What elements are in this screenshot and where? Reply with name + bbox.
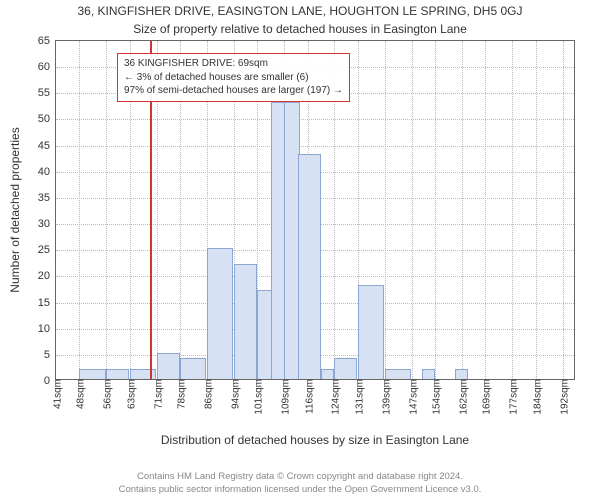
y-tick: 55 bbox=[38, 87, 56, 99]
gridline-h bbox=[56, 119, 574, 120]
gridline-v bbox=[485, 41, 486, 379]
x-tick: 116sqm bbox=[300, 379, 315, 414]
histogram-bar bbox=[321, 369, 334, 379]
y-tick: 45 bbox=[38, 140, 56, 152]
histogram-bar bbox=[358, 285, 384, 379]
histogram-bar bbox=[157, 353, 180, 379]
histogram-bar bbox=[207, 248, 233, 379]
legend-line-2: ← 3% of detached houses are smaller (6) bbox=[124, 71, 343, 85]
y-tick: 35 bbox=[38, 192, 56, 204]
attribution-line-1: Contains HM Land Registry data © Crown c… bbox=[0, 471, 600, 483]
x-tick: 124sqm bbox=[327, 379, 342, 415]
x-tick: 109sqm bbox=[277, 379, 292, 415]
y-tick: 40 bbox=[38, 166, 56, 178]
histogram-bar bbox=[455, 369, 468, 379]
gridline-v bbox=[412, 41, 413, 379]
x-tick: 78sqm bbox=[173, 379, 188, 409]
y-tick: 20 bbox=[38, 270, 56, 282]
gridline-v bbox=[462, 41, 463, 379]
x-tick: 94sqm bbox=[226, 379, 241, 409]
x-tick: 139sqm bbox=[377, 379, 392, 415]
gridline-v bbox=[536, 41, 537, 379]
histogram-bar bbox=[106, 369, 129, 379]
x-tick: 154sqm bbox=[428, 379, 443, 415]
histogram-bar bbox=[422, 369, 435, 379]
y-tick: 50 bbox=[38, 113, 56, 125]
gridline-v bbox=[563, 41, 564, 379]
y-tick: 15 bbox=[38, 297, 56, 309]
legend-box: 36 KINGFISHER DRIVE: 69sqm ← 3% of detac… bbox=[117, 53, 350, 102]
x-tick: 56sqm bbox=[99, 379, 114, 409]
gridline-v bbox=[79, 41, 80, 379]
y-tick: 65 bbox=[38, 35, 56, 47]
chart-container: 36, KINGFISHER DRIVE, EASINGTON LANE, HO… bbox=[0, 0, 600, 500]
y-tick: 25 bbox=[38, 244, 56, 256]
gridline-v bbox=[512, 41, 513, 379]
histogram-bar bbox=[385, 369, 411, 379]
legend-line-3: 97% of semi-detached houses are larger (… bbox=[124, 84, 343, 98]
attribution-line-2: Contains public sector information licen… bbox=[0, 484, 600, 496]
chart-title-sub: Size of property relative to detached ho… bbox=[0, 22, 600, 36]
x-tick: 41sqm bbox=[49, 379, 64, 409]
x-tick: 169sqm bbox=[478, 379, 493, 415]
y-tick: 30 bbox=[38, 218, 56, 230]
x-tick: 48sqm bbox=[72, 379, 87, 409]
histogram-bar bbox=[234, 264, 257, 379]
gridline-v bbox=[435, 41, 436, 379]
histogram-bar bbox=[180, 358, 206, 379]
x-tick: 131sqm bbox=[350, 379, 365, 415]
attribution-text: Contains HM Land Registry data © Crown c… bbox=[0, 471, 600, 496]
plot-area: 0510152025303540455055606541sqm48sqm56sq… bbox=[55, 40, 575, 380]
x-tick: 63sqm bbox=[122, 379, 137, 409]
x-tick: 86sqm bbox=[199, 379, 214, 409]
x-tick: 184sqm bbox=[528, 379, 543, 415]
x-tick: 101sqm bbox=[250, 379, 265, 415]
gridline-v bbox=[385, 41, 386, 379]
histogram-bar bbox=[298, 154, 321, 379]
histogram-bar bbox=[334, 358, 357, 379]
x-tick: 192sqm bbox=[555, 379, 570, 415]
legend-line-1: 36 KINGFISHER DRIVE: 69sqm bbox=[124, 57, 343, 71]
chart-title-main: 36, KINGFISHER DRIVE, EASINGTON LANE, HO… bbox=[0, 4, 600, 18]
gridline-v bbox=[106, 41, 107, 379]
y-tick: 60 bbox=[38, 61, 56, 73]
x-tick: 162sqm bbox=[454, 379, 469, 415]
y-tick: 5 bbox=[44, 349, 56, 361]
x-tick: 147sqm bbox=[404, 379, 419, 415]
histogram-bar bbox=[130, 369, 156, 379]
histogram-bar bbox=[79, 369, 105, 379]
y-axis-label: Number of detached properties bbox=[8, 127, 22, 292]
x-tick: 71sqm bbox=[149, 379, 164, 409]
x-axis-label: Distribution of detached houses by size … bbox=[55, 433, 575, 447]
gridline-h bbox=[56, 146, 574, 147]
x-tick: 177sqm bbox=[505, 379, 520, 415]
y-tick: 10 bbox=[38, 323, 56, 335]
